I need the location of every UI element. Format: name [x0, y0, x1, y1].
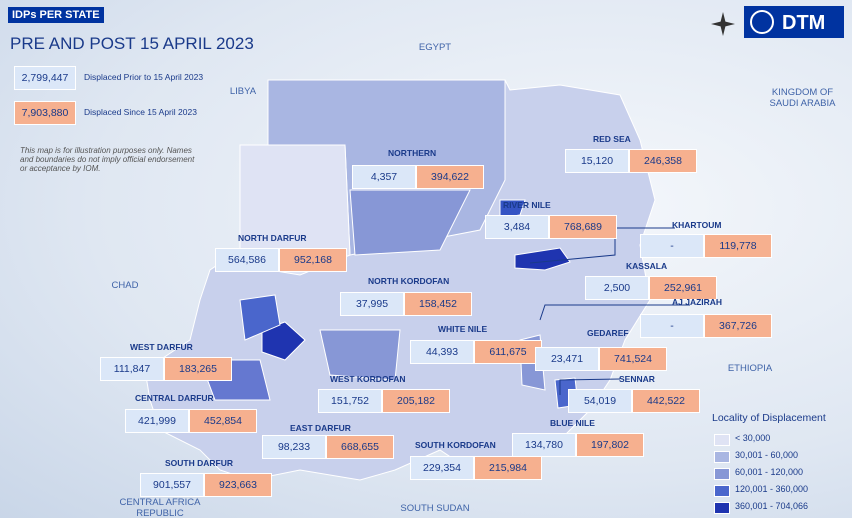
- state-since: 252,961: [649, 276, 717, 300]
- state-prior: 2,500: [585, 276, 649, 300]
- country-label: ETHIOPIA: [727, 363, 773, 374]
- state-name: NORTH DARFUR: [238, 233, 307, 243]
- legend-label: < 30,000: [735, 433, 771, 443]
- locality: [239, 294, 281, 341]
- logo-text: DTM: [782, 12, 826, 34]
- state-since: 119,778: [704, 234, 772, 258]
- legend-swatch: [714, 502, 730, 514]
- legend-swatch: [714, 485, 730, 497]
- legend-title: Locality of Displacement: [712, 412, 826, 424]
- state-prior: 229,354: [410, 456, 474, 480]
- state-since: 923,663: [204, 473, 272, 497]
- country-label: CENTRAL AFRICA REPUBLIC: [119, 497, 201, 518]
- state-name: KASSALA: [626, 261, 668, 271]
- legend-swatch: [714, 468, 730, 480]
- locality: [261, 321, 306, 361]
- legend-label: 360,001 - 704,066: [735, 501, 809, 511]
- summary-value: 2,799,447: [14, 66, 76, 90]
- state-name: WEST DARFUR: [130, 342, 193, 352]
- state-prior: 151,752: [318, 389, 382, 413]
- country-label: SOUTH SUDAN: [400, 503, 470, 514]
- state-name: SOUTH KORDOFAN: [415, 440, 496, 450]
- state-since: 367,726: [704, 314, 772, 338]
- state-since: 952,168: [279, 248, 347, 272]
- state-since: 215,984: [474, 456, 542, 480]
- country-label: CHAD: [111, 280, 139, 291]
- state-prior: 3,484: [485, 215, 549, 239]
- state-name: WEST KORDOFAN: [330, 374, 406, 384]
- state-since: 158,452: [404, 292, 472, 316]
- country-label: LIBYA: [229, 86, 257, 97]
- state-name: AJ JAZIRAH: [672, 297, 723, 307]
- country-label: EGYPT: [418, 42, 452, 53]
- state-name: WHITE NILE: [438, 324, 488, 334]
- state-since: 768,689: [549, 215, 617, 239]
- state-name: KHARTOUM: [672, 220, 722, 230]
- state-prior: 15,120: [565, 149, 629, 173]
- state-prior: 421,999: [125, 409, 189, 433]
- state-since: 442,522: [632, 389, 700, 413]
- state-prior: -: [640, 234, 704, 258]
- state-since: 741,524: [599, 347, 667, 371]
- legend-swatch: [714, 434, 730, 446]
- state-since: 452,854: [189, 409, 257, 433]
- state-prior: 901,557: [140, 473, 204, 497]
- state-prior: 37,995: [340, 292, 404, 316]
- state-prior: 4,357: [352, 165, 416, 189]
- locality: [319, 329, 401, 381]
- state-since: 394,622: [416, 165, 484, 189]
- summary-label: Displaced Prior to 15 April 2023: [84, 72, 204, 82]
- state-name: RED SEA: [593, 134, 631, 144]
- legend-label: 60,001 - 120,000: [735, 467, 804, 477]
- state-prior: 564,586: [215, 248, 279, 272]
- leader-line: [539, 304, 690, 321]
- state-name: NORTH KORDOFAN: [368, 276, 450, 286]
- state-prior: 98,233: [262, 435, 326, 459]
- state-since: 197,802: [576, 433, 644, 457]
- state-prior: 44,393: [410, 340, 474, 364]
- title: PRE AND POST 15 APRIL 2023: [10, 34, 254, 53]
- leader-line: [559, 378, 621, 395]
- badge: IDPs PER STATE: [8, 7, 104, 23]
- state-prior: 23,471: [535, 347, 599, 371]
- state-name: EAST DARFUR: [290, 423, 351, 433]
- legend-label: 30,001 - 60,000: [735, 450, 799, 460]
- state-since: 668,655: [326, 435, 394, 459]
- disclaimer: This map is for illustration purposes on…: [20, 146, 195, 173]
- state-prior: -: [640, 314, 704, 338]
- state-prior: 111,847: [100, 357, 164, 381]
- state-since: 183,265: [164, 357, 232, 381]
- summary-value: 7,903,880: [14, 101, 76, 125]
- north-arrow: [711, 12, 735, 36]
- state-prior: 134,780: [512, 433, 576, 457]
- state-name: SENNAR: [619, 374, 655, 384]
- state-name: BLUE NILE: [550, 418, 595, 428]
- summary-label: Displaced Since 15 April 2023: [84, 107, 197, 117]
- state-name: NORTHERN: [388, 148, 437, 158]
- country-label: KINGDOM OF SAUDI ARABIA: [769, 87, 836, 109]
- logo-emblem: [750, 10, 774, 34]
- state-name: GEDAREF: [587, 328, 629, 338]
- state-name: SOUTH DARFUR: [165, 458, 233, 468]
- locality: [349, 189, 471, 256]
- legend-label: 120,001 - 360,000: [735, 484, 809, 494]
- state-prior: 54,019: [568, 389, 632, 413]
- state-since: 205,182: [382, 389, 450, 413]
- state-name: CENTRAL DARFUR: [135, 393, 214, 403]
- leader-line: [529, 227, 675, 264]
- state-since: 246,358: [629, 149, 697, 173]
- state-name: RIVER NILE: [503, 200, 551, 210]
- locality: [514, 247, 571, 271]
- state-since: 611,675: [474, 340, 542, 364]
- legend-swatch: [714, 451, 730, 463]
